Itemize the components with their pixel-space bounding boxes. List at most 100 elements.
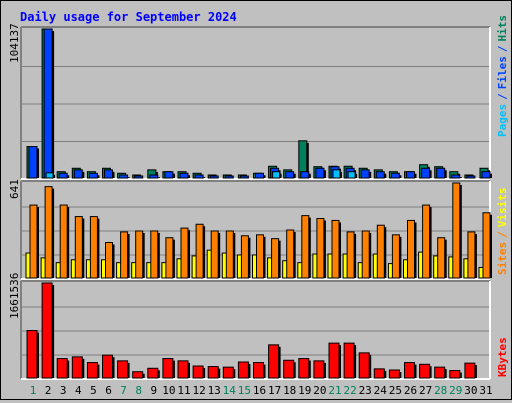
bar-files xyxy=(467,176,477,178)
bar-visits xyxy=(181,228,190,278)
bar-fill xyxy=(465,363,475,378)
legend-slash: / xyxy=(496,45,509,52)
day-label: 10 xyxy=(162,384,175,397)
bar-kbytes xyxy=(389,370,401,378)
bar-fill xyxy=(196,224,203,278)
bar-fill xyxy=(348,172,355,178)
bar-fill xyxy=(226,231,233,278)
day-label: 23 xyxy=(359,384,372,397)
bar-fill xyxy=(408,220,415,278)
bar-fill xyxy=(60,205,67,278)
bar-fill xyxy=(118,361,128,378)
bar-visits xyxy=(438,238,447,278)
bar-kbytes xyxy=(238,362,250,378)
bar-fill xyxy=(121,232,128,278)
bar-fill xyxy=(150,175,158,178)
bar-visits xyxy=(362,231,371,278)
day-label: 28 xyxy=(434,384,447,397)
bar-fill xyxy=(374,369,384,378)
day-label: 3 xyxy=(60,384,67,397)
day-label: 1 xyxy=(30,384,37,397)
bar-fill xyxy=(468,232,475,278)
day-label: 22 xyxy=(343,384,356,397)
legend-slash: / xyxy=(496,93,509,100)
bar-files xyxy=(195,175,205,178)
bar-fill xyxy=(163,359,173,378)
bar-files xyxy=(452,175,462,178)
bar-kbytes xyxy=(208,367,220,378)
hits-max-label: 104137 xyxy=(8,23,21,63)
bar-fill xyxy=(165,172,173,178)
bar-files xyxy=(437,168,447,178)
day-label: 16 xyxy=(253,384,266,397)
bar-fill xyxy=(27,331,37,378)
day-label: 21 xyxy=(328,384,341,397)
bar-fill xyxy=(135,176,143,178)
day-label: 17 xyxy=(268,384,281,397)
bar-fill xyxy=(46,173,53,178)
day-label: 8 xyxy=(135,384,142,397)
bar-visits xyxy=(423,205,432,278)
day-label: 4 xyxy=(75,384,82,397)
day-label: 14 xyxy=(223,384,237,397)
legend-files: Files xyxy=(496,56,509,89)
bar-fill xyxy=(178,361,188,378)
bar-fill xyxy=(287,230,294,278)
bar-fill xyxy=(136,231,143,278)
bar-kbytes xyxy=(223,367,235,378)
bar-fill xyxy=(332,220,339,278)
bar-fill xyxy=(453,183,460,278)
bar-fill xyxy=(452,175,460,178)
bar-visits xyxy=(30,205,39,278)
bar-fill xyxy=(359,353,369,378)
bar-fill xyxy=(105,170,113,178)
bar-kbytes xyxy=(344,343,356,378)
bar-fill xyxy=(420,364,430,378)
bar-kbytes xyxy=(269,345,281,378)
day-label: 31 xyxy=(479,384,492,397)
bar-kbytes xyxy=(118,361,130,378)
chart-title: Daily usage for September 2024 xyxy=(20,10,237,24)
bar-visits xyxy=(302,216,311,278)
bar-fill xyxy=(225,176,233,178)
visits-legend: Sites/Visits xyxy=(496,188,509,276)
hits-legend: Pages/Files/Hits xyxy=(496,15,509,137)
bar-fill xyxy=(392,235,399,278)
bar-visits xyxy=(106,242,115,278)
bar-visits xyxy=(453,183,462,278)
legend-slash: / xyxy=(496,231,509,238)
bar-kbytes xyxy=(57,359,69,378)
bar-files xyxy=(361,170,371,178)
bar-kbytes xyxy=(284,360,296,378)
bar-visits xyxy=(272,239,281,278)
bar-files xyxy=(301,172,311,178)
bar-files xyxy=(482,172,492,178)
bar-kbytes xyxy=(450,371,462,378)
bar-kbytes xyxy=(405,363,417,378)
bar-visits xyxy=(257,235,266,278)
bar-kbytes xyxy=(193,366,205,378)
day-label: 29 xyxy=(449,384,462,397)
day-label: 2 xyxy=(45,384,52,397)
bar-fill xyxy=(317,219,324,278)
bar-fill xyxy=(302,216,309,278)
bar-kbytes xyxy=(420,364,432,378)
bar-files xyxy=(316,168,326,178)
bar-fill xyxy=(376,172,384,178)
bar-fill xyxy=(74,170,82,178)
bar-fill xyxy=(482,172,490,178)
bar-files xyxy=(105,170,115,178)
bar-kbytes xyxy=(329,343,341,378)
bar-fill xyxy=(314,361,324,378)
bar-fill xyxy=(59,173,67,178)
bar-fill xyxy=(405,363,415,378)
bar-files xyxy=(89,173,99,178)
bar-fill xyxy=(316,168,324,178)
bar-visits xyxy=(287,230,296,278)
bar-fill xyxy=(223,367,233,378)
bar-files xyxy=(59,173,69,178)
day-label: 20 xyxy=(313,384,326,397)
bar-fill xyxy=(286,172,294,178)
day-label: 5 xyxy=(90,384,97,397)
